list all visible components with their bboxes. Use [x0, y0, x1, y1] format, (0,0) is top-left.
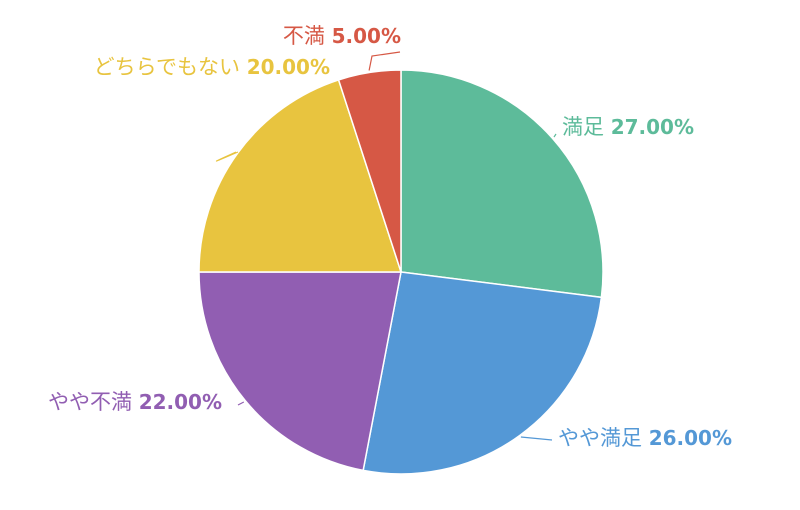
pie-slice-5 [337, 69, 402, 273]
slice-label-4: どちらでもない 20.00% [94, 55, 330, 79]
slice-value-label: 22.00% [139, 390, 222, 414]
slice-value-label: 20.00% [247, 55, 330, 79]
slice-label-1: 満足 27.00% [562, 115, 694, 139]
slice-value-label: 26.00% [649, 426, 732, 450]
slice-label-5: 不満 5.00% [283, 24, 401, 48]
slice-label-3: やや不満 22.00% [48, 390, 222, 414]
slice-category-label: やや満足 [558, 426, 649, 450]
slice-category-label: 不満 [283, 24, 332, 48]
leader-line-4 [215, 151, 239, 162]
pie-slice-1 [400, 69, 604, 299]
slice-category-label: やや不満 [48, 390, 139, 414]
pie-slices [198, 69, 604, 475]
slice-value-label: 5.00% [332, 24, 401, 48]
slice-labels: 満足 27.00% やや満足 26.00% やや不満 22.00% どちらでもない 2… [48, 24, 732, 450]
slice-category-label: どちらでもない [94, 55, 247, 79]
pie-slice-3 [198, 271, 402, 472]
leader-line-2 [520, 436, 553, 441]
leader-lines [215, 51, 557, 441]
leader-line-5 [368, 51, 401, 71]
pie-slice-2 [362, 271, 603, 475]
slice-value-label: 27.00% [611, 115, 694, 139]
slice-category-label: 満足 [562, 115, 611, 139]
leader-line-3 [237, 401, 245, 406]
pie-slice-4 [198, 78, 403, 273]
slice-label-2: やや満足 26.00% [558, 426, 732, 450]
leader-line-1 [553, 133, 557, 138]
